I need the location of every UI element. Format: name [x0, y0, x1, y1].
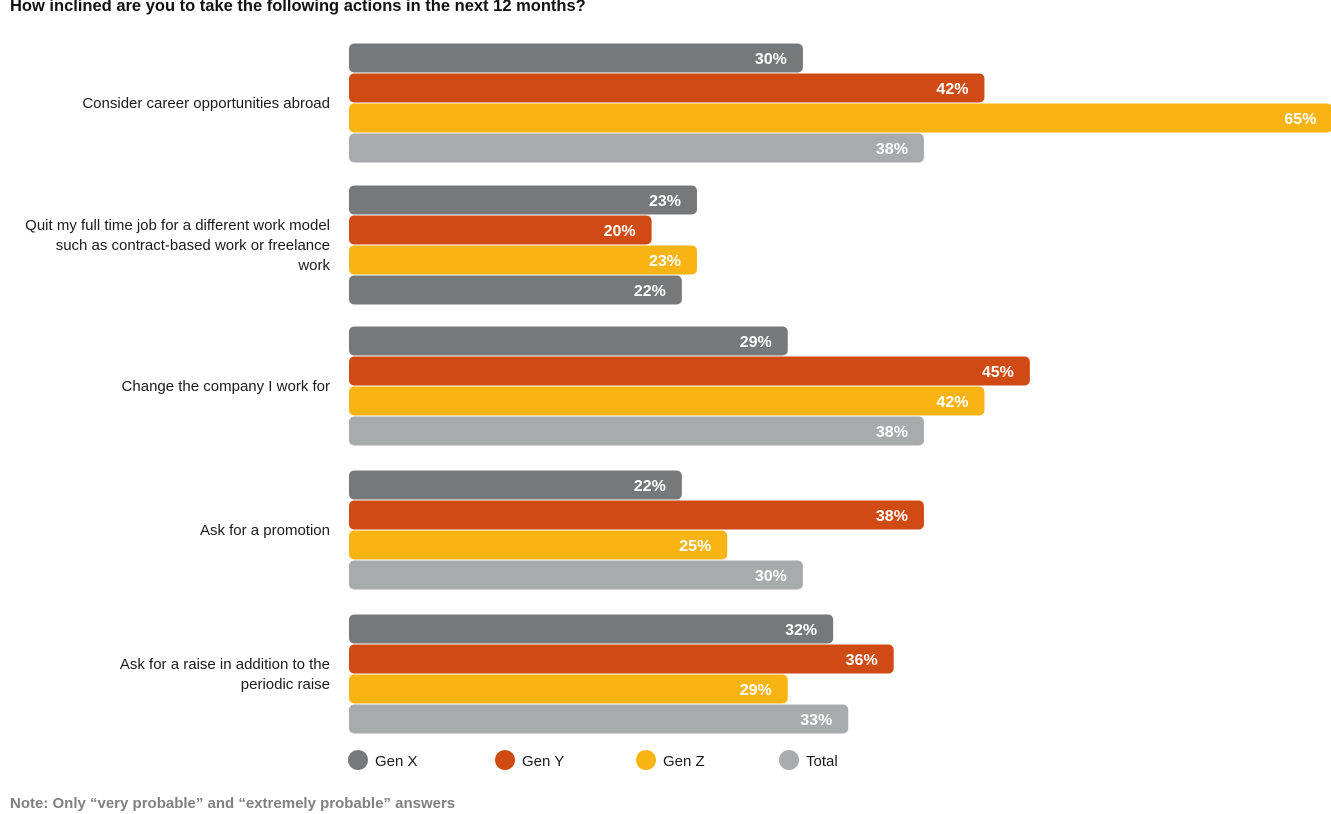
bar [349, 103, 1331, 133]
bar [349, 326, 788, 356]
bar [349, 704, 849, 734]
bar [349, 73, 985, 103]
bar [349, 614, 834, 644]
bar [349, 356, 1030, 386]
data-label: 38% [876, 424, 908, 441]
bar [349, 245, 697, 275]
chart-title: How inclined are you to take the followi… [10, 0, 586, 15]
legend-swatch [636, 750, 656, 770]
legend-swatch [348, 750, 368, 770]
data-label: 42% [936, 394, 968, 411]
legend-swatch [779, 750, 799, 770]
data-label: 25% [679, 538, 711, 555]
data-label: 38% [876, 141, 908, 158]
chart-note: Note: Only “very probable” and “extremel… [10, 795, 456, 812]
bar [349, 133, 924, 163]
bar [349, 530, 728, 560]
bar [349, 644, 894, 674]
data-label: 23% [649, 193, 681, 210]
bar [349, 185, 697, 215]
category-label: Consider career opportunities abroad [82, 95, 330, 112]
legend-label: Gen Z [663, 753, 705, 770]
legend-label: Gen X [375, 753, 418, 770]
data-label: 30% [755, 51, 787, 68]
data-label: 42% [936, 81, 968, 98]
legend-label: Gen Y [522, 753, 564, 770]
data-label: 45% [982, 364, 1014, 381]
data-label: 22% [634, 283, 666, 300]
bar [349, 275, 682, 305]
category-label: periodic raise [241, 676, 330, 693]
legend-swatch [495, 750, 515, 770]
category-label: Ask for a promotion [200, 522, 330, 539]
bar [349, 560, 803, 590]
data-label: 20% [604, 223, 636, 240]
category-label: work [297, 257, 330, 274]
data-label: 30% [755, 568, 787, 585]
bar [349, 416, 924, 446]
data-label: 36% [846, 652, 878, 669]
data-label: 38% [876, 508, 908, 525]
bar [349, 674, 788, 704]
bar [349, 215, 652, 245]
data-label: 29% [740, 682, 772, 699]
category-label: Change the company I work for [122, 378, 330, 395]
data-label: 32% [785, 622, 817, 639]
category-label: such as contract-based work or freelance [56, 237, 330, 254]
data-label: 22% [634, 478, 666, 495]
bar [349, 500, 924, 530]
bar [349, 470, 682, 500]
data-label: 33% [800, 712, 832, 729]
bar [349, 43, 803, 73]
bar [349, 386, 985, 416]
legend-label: Total [806, 753, 838, 770]
data-label: 29% [740, 334, 772, 351]
data-label: 65% [1284, 111, 1316, 128]
data-label: 23% [649, 253, 681, 270]
category-label: Quit my full time job for a different wo… [25, 217, 330, 234]
category-label: Ask for a raise in addition to the [120, 656, 330, 673]
